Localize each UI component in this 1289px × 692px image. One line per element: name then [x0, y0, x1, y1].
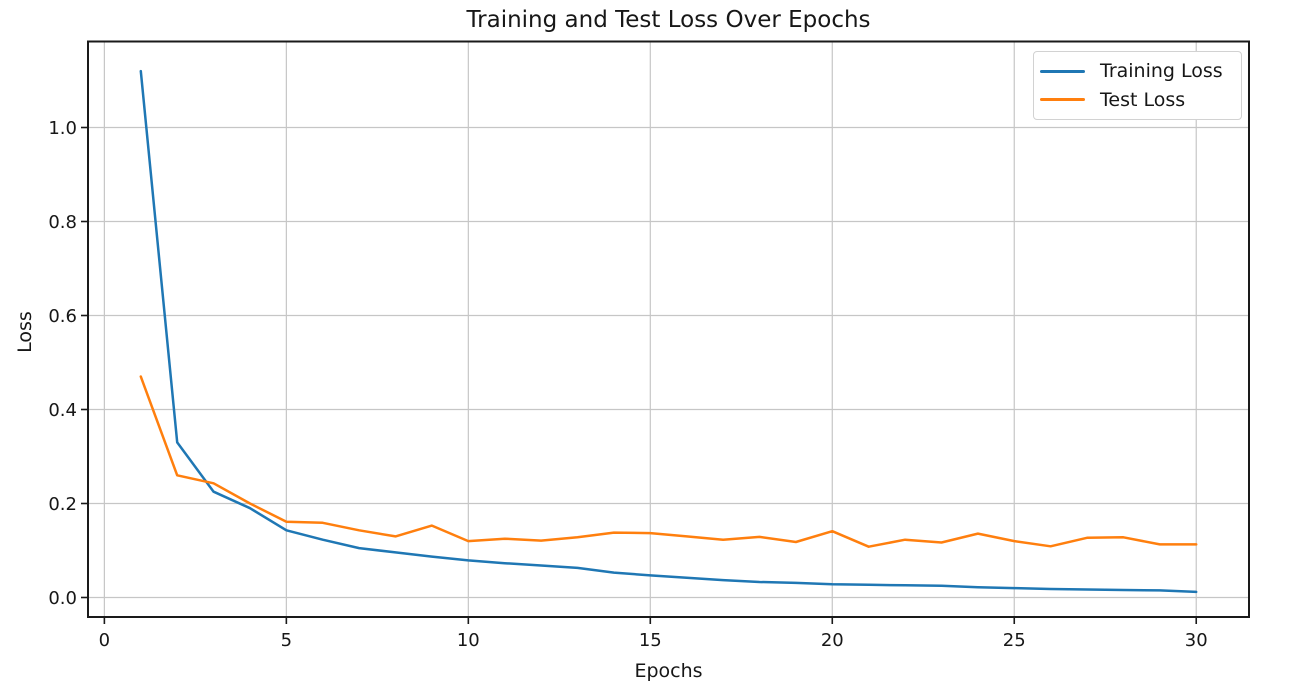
training-loss-line	[139, 69, 1198, 594]
legend-item-test-loss: Test Loss	[1040, 89, 1233, 111]
x-tick-label: 30	[1185, 630, 1208, 651]
x-tick-label: 25	[1003, 630, 1026, 651]
y-tick-label: 0.2	[48, 494, 77, 515]
x-tick-label: 10	[457, 630, 480, 651]
x-axis-label: Epochs	[634, 660, 703, 682]
legend-label-training-loss: Training Loss	[1100, 60, 1223, 83]
y-axis-label: Loss	[14, 311, 36, 353]
legend-item-training-loss: Training Loss	[1040, 60, 1233, 82]
y-tick-label: 0.4	[48, 400, 77, 421]
chart-title: Training and Test Loss Over Epochs	[466, 7, 871, 33]
legend-label-test-loss: Test Loss	[1100, 88, 1186, 111]
x-tick-label: 20	[821, 630, 844, 651]
y-tick-label: 0.8	[48, 212, 77, 233]
x-tick-label: 5	[281, 630, 292, 651]
y-tick-label: 1.0	[48, 118, 77, 139]
y-tick-label: 0.0	[48, 588, 77, 609]
legend-box: Training Loss Test Loss	[1033, 51, 1242, 120]
training-loss-line-icon	[1040, 69, 1085, 73]
test-loss-line	[139, 375, 1198, 548]
test-loss-line-icon	[1040, 98, 1085, 102]
plot-border	[87, 40, 1250, 618]
x-tick-label: 0	[99, 630, 110, 651]
x-tick-label: 15	[639, 630, 662, 651]
y-tick-label: 0.6	[48, 306, 77, 327]
